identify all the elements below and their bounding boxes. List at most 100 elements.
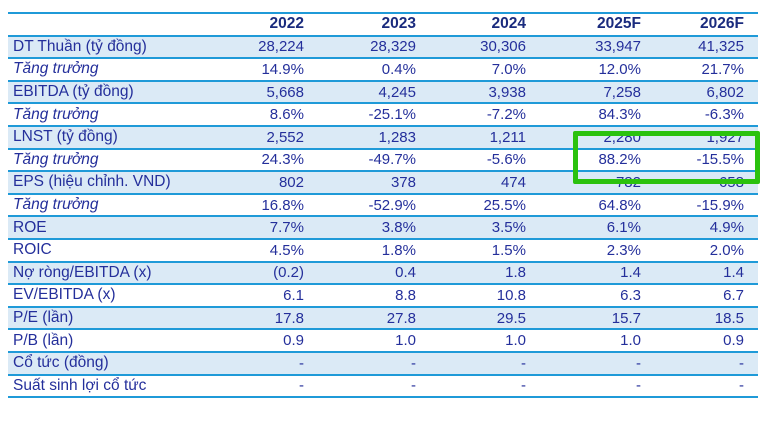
year-column-header: 2023 bbox=[318, 13, 430, 37]
row-label: Tăng trưởng bbox=[8, 193, 215, 218]
row-label: ROIC bbox=[8, 238, 215, 263]
value-cell: 5,668 bbox=[215, 80, 318, 105]
value-cell: 1.4 bbox=[540, 261, 655, 286]
table-row: EPS (hiệu chỉnh. VND) 802 378 474 782 658 bbox=[8, 171, 758, 195]
row-label: Nợ ròng/EBITDA (x) bbox=[8, 261, 215, 286]
value-cell: 6.1 bbox=[215, 284, 318, 308]
value-cell: 1,283 bbox=[318, 125, 430, 150]
value-cell: 2.0% bbox=[655, 238, 758, 263]
value-cell: 17.8 bbox=[215, 306, 318, 331]
value-cell: -52.9% bbox=[318, 193, 430, 218]
year-column-header: 2024 bbox=[430, 13, 540, 37]
row-label: EV/EBITDA (x) bbox=[8, 284, 215, 308]
value-cell: 25.5% bbox=[430, 193, 540, 218]
year-column-header: 2025F bbox=[540, 13, 655, 37]
value-cell: 3.8% bbox=[318, 216, 430, 240]
row-label: ROE bbox=[8, 216, 215, 240]
table-header-row: 2022 2023 2024 2025F 2026F bbox=[8, 13, 758, 37]
value-cell: 2.3% bbox=[540, 238, 655, 263]
financials-table: 2022 2023 2024 2025F 2026F DT Thuần (tỷ đồng… bbox=[8, 12, 758, 399]
table-row: Cổ tức (đồng) - - - - - bbox=[8, 351, 758, 376]
value-cell: 64.8% bbox=[540, 193, 655, 218]
value-cell: 1.0 bbox=[318, 329, 430, 353]
table-row: ROIC 4.5% 1.8% 1.5% 2.3% 2.0% bbox=[8, 238, 758, 263]
value-cell: 30,306 bbox=[430, 35, 540, 60]
table-row: EBITDA (tỷ đồng) 5,668 4,245 3,938 7,258 6,80… bbox=[8, 80, 758, 105]
value-cell: 10.8 bbox=[430, 284, 540, 308]
value-cell: 474 bbox=[430, 171, 540, 195]
row-label: LNST (tỷ đồng) bbox=[8, 125, 215, 150]
value-cell: -5.6% bbox=[430, 148, 540, 173]
value-cell: 6,802 bbox=[655, 80, 758, 105]
table-row: ROE 7.7% 3.8% 3.5% 6.1% 4.9% bbox=[8, 216, 758, 240]
value-cell: 14.9% bbox=[215, 58, 318, 82]
value-cell: - bbox=[318, 351, 430, 376]
table-row: Tăng trưởng 14.9% 0.4% 7.0% 12.0% 21.7% bbox=[8, 58, 758, 82]
table-row: Tăng trưởng 24.3% -49.7% -5.6% 88.2% -15.5% bbox=[8, 148, 758, 173]
value-cell: 1.0 bbox=[540, 329, 655, 353]
value-cell: - bbox=[318, 374, 430, 399]
table-row: DT Thuần (tỷ đồng) 28,224 28,329 30,306 33,9… bbox=[8, 35, 758, 60]
row-label: Tăng trưởng bbox=[8, 103, 215, 127]
row-label: P/E (lần) bbox=[8, 306, 215, 331]
value-cell: 18.5 bbox=[655, 306, 758, 331]
value-cell: - bbox=[430, 351, 540, 376]
year-column-header: 2022 bbox=[215, 13, 318, 37]
value-cell: 28,329 bbox=[318, 35, 430, 60]
value-cell: 2,552 bbox=[215, 125, 318, 150]
value-cell: 8.8 bbox=[318, 284, 430, 308]
value-cell: -25.1% bbox=[318, 103, 430, 127]
value-cell: 3.5% bbox=[430, 216, 540, 240]
value-cell: 378 bbox=[318, 171, 430, 195]
value-cell: 0.9 bbox=[655, 329, 758, 353]
value-cell: 8.6% bbox=[215, 103, 318, 127]
row-label: Cổ tức (đồng) bbox=[8, 351, 215, 376]
value-cell: 1.0 bbox=[430, 329, 540, 353]
row-label: P/B (lần) bbox=[8, 329, 215, 353]
value-cell: - bbox=[655, 351, 758, 376]
table-row: Suất sinh lợi cổ tức - - - - - bbox=[8, 374, 758, 399]
value-cell: 6.3 bbox=[540, 284, 655, 308]
value-cell: 1.8% bbox=[318, 238, 430, 263]
year-column-header: 2026F bbox=[655, 13, 758, 37]
table-row: Tăng trưởng 16.8% -52.9% 25.5% 64.8% -15.9% bbox=[8, 193, 758, 218]
value-cell: 0.4 bbox=[318, 261, 430, 286]
value-cell: - bbox=[430, 374, 540, 399]
value-cell: 1.5% bbox=[430, 238, 540, 263]
corner-cell bbox=[8, 13, 215, 37]
value-cell: 7.0% bbox=[430, 58, 540, 82]
table-row: LNST (tỷ đồng) 2,552 1,283 1,211 2,280 1,927 bbox=[8, 125, 758, 150]
table-row: P/E (lần) 17.8 27.8 29.5 15.7 18.5 bbox=[8, 306, 758, 331]
value-cell: 24.3% bbox=[215, 148, 318, 173]
value-cell: -6.3% bbox=[655, 103, 758, 127]
table-row: Tăng trưởng 8.6% -25.1% -7.2% 84.3% -6.3% bbox=[8, 103, 758, 127]
value-cell: 12.0% bbox=[540, 58, 655, 82]
value-cell: 3,938 bbox=[430, 80, 540, 105]
value-cell: 33,947 bbox=[540, 35, 655, 60]
value-cell: 1,927 bbox=[655, 125, 758, 150]
value-cell: 16.8% bbox=[215, 193, 318, 218]
value-cell: 0.4% bbox=[318, 58, 430, 82]
row-label: EPS (hiệu chỉnh. VND) bbox=[8, 171, 215, 195]
value-cell: 15.7 bbox=[540, 306, 655, 331]
value-cell: 658 bbox=[655, 171, 758, 195]
value-cell: 7,258 bbox=[540, 80, 655, 105]
value-cell: 1,211 bbox=[430, 125, 540, 150]
table-row: P/B (lần) 0.9 1.0 1.0 1.0 0.9 bbox=[8, 329, 758, 353]
value-cell: 782 bbox=[540, 171, 655, 195]
value-cell: 6.7 bbox=[655, 284, 758, 308]
value-cell: - bbox=[655, 374, 758, 399]
value-cell: 0.9 bbox=[215, 329, 318, 353]
value-cell: 88.2% bbox=[540, 148, 655, 173]
row-label: Tăng trưởng bbox=[8, 148, 215, 173]
value-cell: 2,280 bbox=[540, 125, 655, 150]
value-cell: 802 bbox=[215, 171, 318, 195]
value-cell: 1.8 bbox=[430, 261, 540, 286]
table-row: Nợ ròng/EBITDA (x) (0.2) 0.4 1.8 1.4 1.4 bbox=[8, 261, 758, 286]
value-cell: 4.5% bbox=[215, 238, 318, 263]
value-cell: - bbox=[215, 374, 318, 399]
table-row: EV/EBITDA (x) 6.1 8.8 10.8 6.3 6.7 bbox=[8, 284, 758, 308]
value-cell: 6.1% bbox=[540, 216, 655, 240]
value-cell: 29.5 bbox=[430, 306, 540, 331]
